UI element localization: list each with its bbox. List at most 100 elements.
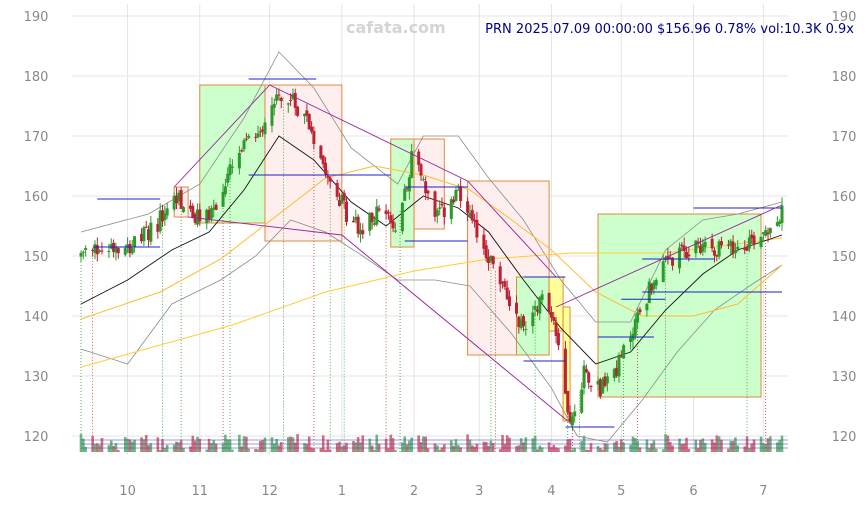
candle-body bbox=[174, 195, 178, 204]
candle-body bbox=[715, 254, 719, 257]
volume-bar bbox=[596, 446, 600, 452]
candle-body bbox=[733, 250, 737, 254]
volume-bar bbox=[149, 443, 153, 452]
candle-body bbox=[351, 220, 355, 223]
volume-bar bbox=[603, 443, 607, 452]
volume-bar bbox=[501, 435, 504, 452]
candle-body bbox=[680, 244, 684, 247]
candle-body bbox=[759, 236, 763, 247]
candle-body bbox=[403, 188, 407, 201]
x-tick-label: 6 bbox=[689, 484, 697, 499]
candle-body bbox=[563, 348, 567, 394]
volume-bar bbox=[175, 441, 178, 452]
volume-bar bbox=[636, 440, 639, 452]
volume-bar bbox=[426, 448, 430, 452]
candle-body bbox=[678, 247, 682, 269]
candle-body bbox=[126, 244, 130, 248]
candle-body bbox=[554, 322, 558, 336]
volume-bar bbox=[289, 436, 292, 452]
candle-body bbox=[100, 250, 104, 252]
volume-bar bbox=[629, 444, 632, 452]
volume-bar bbox=[482, 441, 486, 452]
candle-body bbox=[91, 249, 95, 251]
volume-bar bbox=[321, 435, 325, 452]
volume-bar bbox=[291, 437, 295, 452]
volume-bar bbox=[359, 442, 362, 452]
volume-bar bbox=[79, 434, 83, 452]
candle-body bbox=[629, 337, 633, 343]
candle-body bbox=[342, 192, 346, 201]
candle-body bbox=[489, 255, 493, 262]
candle-body bbox=[587, 372, 591, 383]
volume-bar bbox=[571, 449, 574, 452]
candle-body bbox=[191, 205, 195, 218]
volume-bar bbox=[142, 439, 146, 452]
volume-bar bbox=[226, 439, 230, 452]
candle-body bbox=[710, 238, 714, 249]
volume-bar bbox=[456, 445, 460, 452]
volume-bar bbox=[401, 442, 404, 452]
volume-bar bbox=[163, 447, 167, 452]
candle-body bbox=[307, 113, 311, 130]
candle-body bbox=[764, 229, 768, 236]
candle-body bbox=[272, 104, 276, 108]
volume-bar bbox=[277, 445, 281, 452]
trend-line bbox=[173, 84, 270, 188]
x-tick-label: 7 bbox=[759, 484, 767, 499]
volume-bar bbox=[540, 447, 544, 452]
volume-bar bbox=[107, 445, 111, 452]
candle-body bbox=[538, 297, 542, 314]
candle-body bbox=[650, 284, 654, 291]
candle-body bbox=[140, 234, 144, 242]
candle-body bbox=[452, 199, 456, 203]
candle-body bbox=[503, 281, 507, 287]
volume-bar bbox=[375, 434, 379, 452]
volume-bar bbox=[715, 435, 719, 452]
volume-bar bbox=[182, 448, 185, 452]
volume-bar bbox=[557, 448, 560, 452]
candle-body bbox=[419, 164, 423, 176]
candle-body bbox=[261, 129, 265, 132]
candle-body bbox=[468, 212, 472, 217]
candle-body bbox=[263, 122, 267, 135]
band-layer bbox=[80, 51, 783, 443]
volume-bar bbox=[286, 437, 290, 452]
candle-body bbox=[130, 247, 134, 254]
header-info: PRN 2025.07.09 00:00:00 $156.96 0.78% vo… bbox=[485, 22, 854, 37]
y-tick-label-right: 120 bbox=[832, 430, 857, 445]
candle-body bbox=[81, 251, 85, 253]
candle-body bbox=[377, 208, 381, 211]
candle-body bbox=[598, 379, 602, 397]
candle-body bbox=[766, 232, 770, 235]
candle-body bbox=[405, 187, 409, 189]
candle-body bbox=[98, 250, 102, 252]
candle-body bbox=[466, 201, 470, 213]
volume-bar bbox=[254, 448, 257, 452]
sma-mid-line bbox=[80, 165, 783, 320]
candle-layer bbox=[79, 88, 784, 431]
volume-bar bbox=[564, 445, 567, 452]
candle-body bbox=[687, 254, 691, 257]
candle-body bbox=[237, 153, 241, 169]
candle-body bbox=[221, 191, 225, 207]
candle-body bbox=[279, 97, 283, 101]
volume-bar bbox=[694, 439, 698, 452]
candle-body bbox=[778, 221, 782, 225]
volume-bar bbox=[505, 435, 509, 452]
volume-bar bbox=[589, 443, 593, 452]
candle-body bbox=[305, 110, 309, 116]
candle-body bbox=[584, 369, 588, 373]
volume-bar bbox=[259, 440, 262, 452]
candle-body bbox=[517, 316, 521, 327]
volume-bar bbox=[373, 449, 376, 452]
candle-body bbox=[356, 216, 360, 234]
y-tick-label-right: 150 bbox=[832, 250, 857, 265]
volume-bar bbox=[776, 442, 779, 452]
candle-body bbox=[296, 106, 300, 116]
volume-bar bbox=[536, 449, 539, 452]
volume-bar bbox=[279, 442, 283, 452]
volume-bar bbox=[459, 447, 462, 452]
candle-body bbox=[123, 248, 127, 255]
volume-bar bbox=[580, 440, 584, 452]
volume-bar bbox=[394, 449, 397, 452]
